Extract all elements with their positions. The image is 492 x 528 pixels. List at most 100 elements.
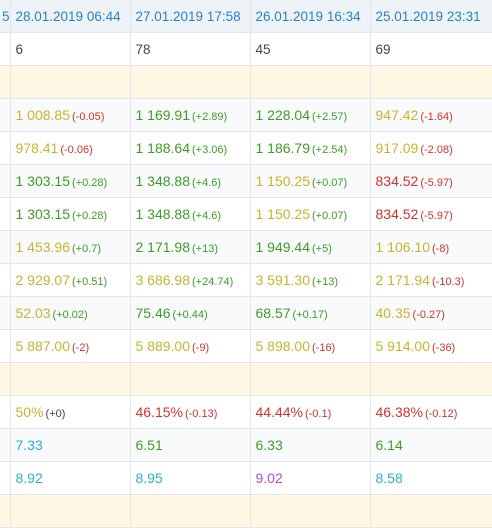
value-text: 7.33 (15, 437, 43, 453)
value-text: 3 591.30 (255, 272, 311, 288)
value-cell: 6.33 (250, 428, 371, 462)
value-text: 1 303.15 (15, 173, 71, 189)
delta-text: (+0.07) (312, 210, 348, 222)
row-stub (0, 329, 11, 363)
value-cell: 8.58 (370, 461, 492, 495)
value-cell: 1 228.04 (+2.57) (250, 98, 371, 132)
value-text: 8.92 (15, 470, 43, 486)
header-row: 5 28.01.2019 06:44 27.01.2019 17:58 26.0… (0, 0, 492, 33)
separator-cell (10, 362, 131, 396)
row-stub (0, 131, 11, 165)
separator-cell (370, 494, 492, 528)
delta-text: (+0.02) (52, 309, 88, 321)
separator-cell (130, 494, 251, 528)
date-header[interactable]: 25.01.2019 23:31 (370, 0, 492, 33)
section-separator (0, 494, 492, 528)
value-text: 834.52 (375, 206, 419, 222)
value-cell: 2 171.94 (-10.3) (370, 263, 492, 297)
value-cell: 1 303.15 (+0.28) (10, 197, 131, 231)
value-cell: 1 150.25 (+0.07) (250, 197, 371, 231)
value-cell: 2 929.07 (+0.51) (10, 263, 131, 297)
value-text: 1 228.04 (255, 107, 311, 123)
value-cell: 1 453.96 (+0.7) (10, 230, 131, 264)
row-stub (0, 461, 11, 495)
value-text: 1 150.25 (255, 173, 311, 189)
value-cell: 50% (+0) (10, 395, 131, 429)
value-text: 9.02 (255, 470, 283, 486)
delta-text: (+24.74) (192, 276, 234, 288)
delta-text: (-0.12) (424, 408, 458, 420)
section-separator (0, 362, 492, 396)
value-cell: 834.52 (-5.97) (370, 197, 492, 231)
value-cell: 68.57 (+0.17) (250, 296, 371, 330)
value-text: 44.44% (255, 404, 303, 420)
delta-text: (-0.1) (304, 408, 332, 420)
date-header[interactable]: 27.01.2019 17:58 (130, 0, 251, 33)
date-header[interactable]: 28.01.2019 06:44 (10, 0, 131, 33)
value-cell: 1 188.64 (+3.06) (130, 131, 251, 165)
value-cell: 1 348.88 (+4.6) (130, 197, 251, 231)
value-text: 68.57 (255, 305, 291, 321)
delta-text: (+4.6) (192, 210, 222, 222)
delta-text: (-10.3) (432, 276, 465, 288)
value-cell: 1 186.79 (+2.54) (250, 131, 371, 165)
value-text: 5 887.00 (15, 338, 71, 354)
value-cell: 44.44% (-0.1) (250, 395, 371, 429)
table-row: 8.92 8.95 9.02 8.58 (0, 461, 492, 495)
value-cell: 1 303.15 (+0.28) (10, 164, 131, 198)
value-cell: 1 106.10 (-8) (370, 230, 492, 264)
delta-text: (-2.08) (420, 144, 453, 156)
value-cell: 6.14 (370, 428, 492, 462)
value-cell: 947.42 (-1.64) (370, 98, 492, 132)
table-row: 978.41 (-0.06) 1 188.64 (+3.06) 1 186.79 (+2.… (0, 131, 492, 165)
value-text: 5 889.00 (135, 338, 191, 354)
delta-text: (+0) (45, 408, 66, 420)
value-cell: 46.15% (-0.13) (130, 395, 251, 429)
value-cell: 7.33 (10, 428, 131, 462)
value-text: 8.58 (375, 470, 403, 486)
value-cell: 1 150.25 (+0.07) (250, 164, 371, 198)
value-cell: 1 348.88 (+4.6) (130, 164, 251, 198)
separator-cell (0, 65, 11, 99)
value-cell: 978.41 (-0.06) (10, 131, 131, 165)
date-header[interactable]: 26.01.2019 16:34 (250, 0, 371, 33)
row-stub (0, 230, 11, 264)
delta-text: (+13) (312, 276, 338, 288)
table-row: 1 303.15 (+0.28) 1 348.88 (+4.6) 1 150.25 (+0… (0, 197, 492, 231)
value-text: 5 914.00 (375, 338, 431, 354)
value-text: 52.03 (15, 305, 51, 321)
value-cell: 3 591.30 (+13) (250, 263, 371, 297)
separator-cell (250, 362, 371, 396)
table-row: 50% (+0) 46.15% (-0.13) 44.44% (-0.1) 46.38% (-… (0, 395, 492, 429)
delta-text: (-36) (432, 342, 456, 354)
delta-text: (+2.54) (312, 144, 348, 156)
delta-text: (-0.13) (184, 408, 218, 420)
delta-text: (+0.28) (72, 210, 108, 222)
value-text: 1 949.44 (255, 239, 311, 255)
separator-cell (0, 362, 11, 396)
value-text: 2 929.07 (15, 272, 71, 288)
value-text: 1 348.88 (135, 173, 191, 189)
value-text: 1 188.64 (135, 140, 191, 156)
separator-cell (370, 362, 492, 396)
separator-cell (250, 494, 371, 528)
table-row: 2 929.07 (+0.51) 3 686.98 (+24.74) 3 591.30(… (0, 263, 492, 297)
separator-cell (130, 65, 251, 99)
value-text: 40.35 (375, 305, 411, 321)
delta-text: (+0.51) (72, 276, 108, 288)
value-cell: 5 887.00 (-2) (10, 329, 131, 363)
value-text: 978.41 (15, 140, 59, 156)
value-text: 6.33 (255, 437, 283, 453)
value-cell: 5 914.00 (-36) (370, 329, 492, 363)
row-stub (0, 263, 11, 297)
delta-text: (-0.06) (60, 144, 93, 156)
table-row: 52.03 (+0.02) 75.46 (+0.44) 68.57 (+0.17) 40.3… (0, 296, 492, 330)
value-text: 5 898.00 (255, 338, 311, 354)
value-text: 1 453.96 (15, 239, 71, 255)
value-text: 1 186.79 (255, 140, 311, 156)
delta-text: (-0.05) (72, 111, 105, 123)
value-cell: 75.46 (+0.44) (130, 296, 251, 330)
delta-text: (-16) (312, 342, 336, 354)
value-text: 917.09 (375, 140, 419, 156)
delta-text: (-8) (432, 243, 450, 255)
